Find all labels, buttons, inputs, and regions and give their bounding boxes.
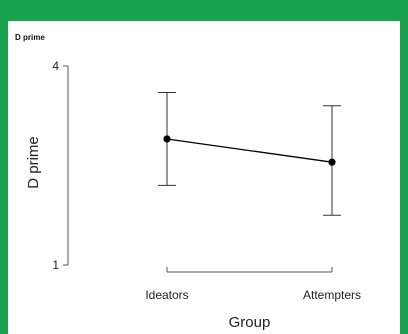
chart-title: D prime (15, 33, 45, 42)
series-line (166, 138, 333, 163)
data-point-attempters (328, 158, 336, 166)
data-marks (158, 92, 341, 216)
axes (63, 65, 333, 273)
y-tick-label-min: 1 (52, 258, 59, 272)
y-tick-label-max: 4 (52, 59, 59, 73)
chart-panel: D prime 4 1 Ideators Attempters Group D … (8, 21, 400, 334)
data-point-ideators (163, 135, 171, 143)
x-tick-label-ideators: Ideators (145, 288, 188, 302)
y-axis-title: D prime (25, 136, 42, 189)
x-tick-label-attempters: Attempters (303, 288, 361, 302)
chart-svg: 4 1 Ideators Attempters Group D prime (25, 59, 361, 331)
x-axis-title: Group (229, 314, 271, 331)
